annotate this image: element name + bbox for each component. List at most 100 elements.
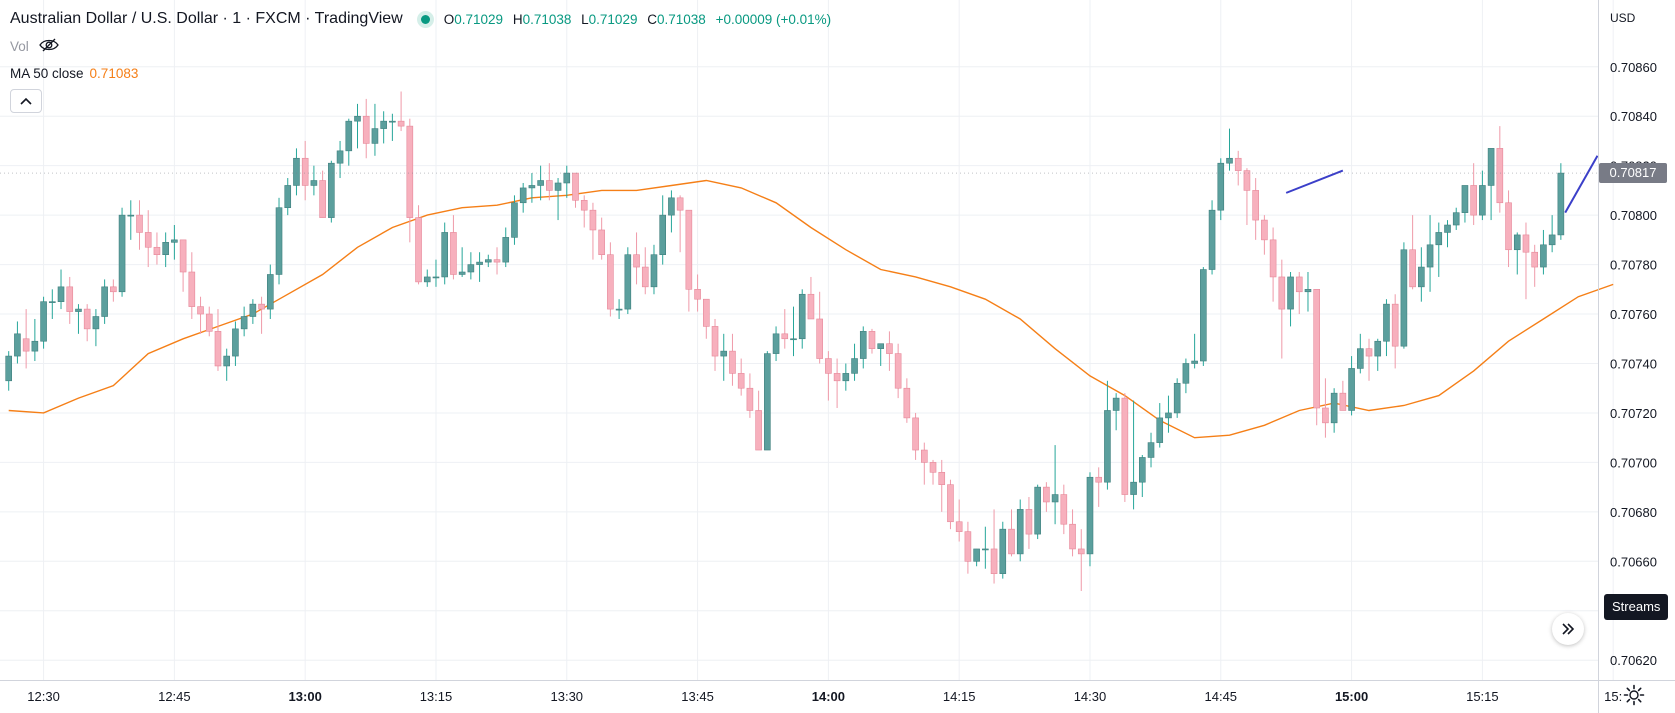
candle-down [493, 247, 501, 275]
volume-label[interactable]: Vol [10, 39, 29, 54]
candle-down [1043, 482, 1050, 512]
candle-down [197, 296, 204, 334]
candle-down [920, 442, 928, 485]
candle-up [859, 326, 867, 369]
candle-up [982, 526, 989, 569]
candle-body [275, 207, 283, 275]
candle-body [947, 484, 954, 523]
candle-body [676, 197, 684, 211]
candle-up [232, 321, 239, 366]
candle-body [336, 150, 344, 164]
price-tick-label: 0.70740 [1610, 356, 1657, 371]
candle-body [938, 471, 946, 485]
candle-up [75, 304, 82, 334]
eye-crossed-icon[interactable] [38, 38, 59, 55]
candle-up [973, 548, 980, 567]
candle-up [1208, 200, 1216, 275]
candle-up [772, 326, 780, 362]
ma-legend[interactable]: MA 50 close 0.71083 [10, 66, 138, 81]
candle-body [1348, 368, 1355, 411]
candle-body [1357, 348, 1364, 369]
candle-body [903, 387, 911, 419]
candle-down [886, 331, 893, 371]
candle-up [1217, 158, 1225, 221]
candle-down [1243, 168, 1251, 226]
candle-down [415, 205, 422, 285]
candle-down [694, 274, 701, 312]
candle-down [1531, 244, 1538, 287]
drawings-layer[interactable] [1285, 155, 1599, 214]
symbol-title[interactable]: Australian Dollar / U.S. Dollar · 1 · FX… [10, 10, 403, 27]
candle-up [92, 309, 100, 347]
candle-body [755, 410, 762, 451]
candle-body [362, 115, 370, 144]
candle-down [755, 390, 762, 451]
chevron-up-icon [20, 97, 32, 105]
candle-up [1226, 128, 1233, 171]
settings-gear-icon[interactable] [1623, 684, 1645, 706]
candle-body [702, 298, 710, 327]
candle-down [633, 232, 640, 285]
candle-up [1051, 445, 1059, 525]
candle-body [1077, 548, 1085, 555]
scroll-to-realtime-button[interactable] [1552, 613, 1584, 645]
collapse-legend-button[interactable] [10, 89, 42, 113]
price-tick-label: 0.70800 [1610, 208, 1657, 223]
candle-body [249, 303, 257, 317]
candle-body [1444, 224, 1451, 233]
candle-up [1112, 393, 1120, 431]
candle-body [1487, 148, 1495, 186]
candle-body [772, 333, 780, 354]
candle-down [1522, 222, 1530, 300]
candle-body [1304, 289, 1312, 293]
candle-body [450, 232, 457, 275]
candle-body [659, 214, 667, 255]
candle-down [188, 252, 196, 319]
candle-body [310, 180, 318, 186]
close-value: 0.71038 [656, 11, 706, 27]
candle-up [249, 299, 257, 324]
candle-up [790, 306, 797, 357]
candle-body [432, 276, 440, 279]
candle-up [240, 306, 248, 337]
candle-body [1365, 348, 1373, 357]
candle-up [1130, 400, 1137, 510]
candle-body [607, 254, 614, 310]
candle-down [1409, 215, 1416, 290]
high-value: 0.71038 [522, 11, 572, 27]
candle-body [825, 358, 832, 374]
open-label: O [443, 11, 455, 27]
candle-up [14, 321, 21, 364]
candle-body [1112, 397, 1120, 411]
candle-body [1165, 412, 1172, 419]
candle-up [336, 140, 344, 179]
candle-body [572, 172, 579, 201]
candle-body [1313, 289, 1320, 409]
candle-body [894, 353, 902, 389]
candle-down [22, 309, 30, 369]
candle-body [1252, 190, 1259, 221]
candle-body [458, 271, 466, 275]
candle-body [1226, 157, 1233, 164]
candle-body [1104, 410, 1111, 483]
candle-up [842, 363, 850, 391]
candle-body [1025, 509, 1033, 535]
candle-down [205, 306, 213, 337]
price-tick-label: 0.70700 [1610, 455, 1657, 470]
price-tick-label: 0.70860 [1610, 60, 1657, 75]
candle-down [1261, 215, 1268, 255]
candle-body [397, 120, 405, 127]
candle-body [66, 286, 74, 312]
candle-down [83, 304, 91, 342]
candle-body [546, 180, 553, 191]
candle-body [354, 115, 361, 122]
candle-up [171, 225, 178, 260]
candle-body [1496, 148, 1504, 204]
streams-button[interactable]: Streams [1604, 594, 1669, 620]
candle-body [929, 462, 937, 473]
candle-down [825, 351, 832, 401]
candle-down [1322, 378, 1329, 438]
candle-down [153, 232, 161, 265]
candle-body [101, 286, 108, 317]
